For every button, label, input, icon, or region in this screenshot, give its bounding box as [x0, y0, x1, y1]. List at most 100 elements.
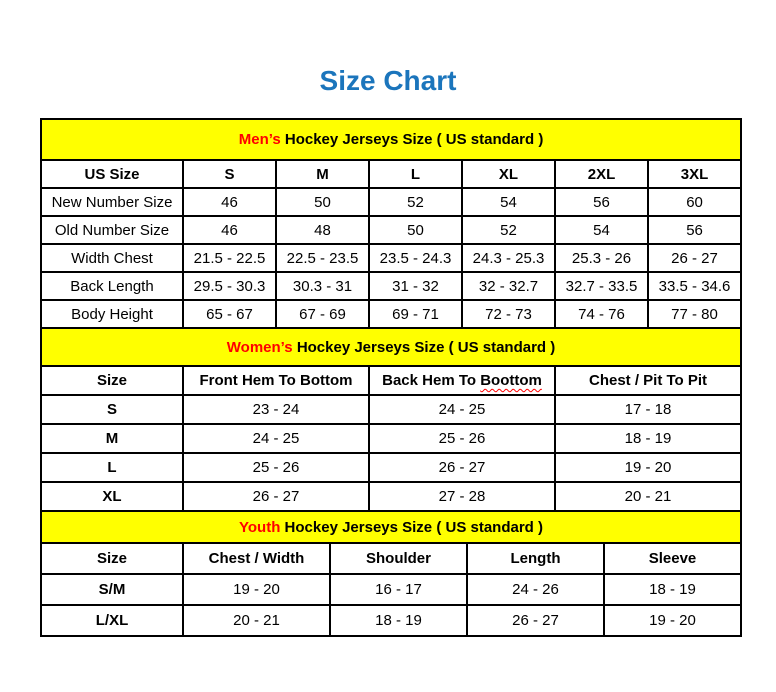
youth-section-banner: Youth Hockey Jerseys Size ( US standard … [40, 510, 742, 544]
column-header-shoulder: Shoulder [329, 542, 468, 575]
column-header-l: L [368, 159, 463, 189]
column-header-length: Length [466, 542, 605, 575]
mens-section-banner: Men’s Hockey Jerseys Size ( US standard … [39, 118, 743, 161]
column-header-sleeve: Sleeve [603, 542, 742, 575]
column-header-2xl: 2XL [554, 159, 649, 189]
table-row-womens-m: M 24 - 25 25 - 26 18 - 19 [40, 423, 743, 454]
cell: 23.5 - 24.3 [368, 243, 463, 273]
cell: 24 - 25 [368, 394, 556, 425]
youth-section-highlight: Youth [239, 518, 281, 536]
cell: 72 - 73 [461, 299, 556, 329]
womens-section-title-rest: Hockey Jerseys Size ( US standard ) [296, 338, 556, 356]
mens-section-highlight: Men’s [238, 131, 281, 148]
cell: 46 [182, 215, 277, 245]
row-label: Old Number Size [40, 215, 184, 245]
table-row-youth-lxl: L/XL 20 - 21 18 - 19 26 - 27 19 - 20 [40, 604, 742, 637]
row-label: S/M [40, 573, 184, 606]
cell: 54 [554, 215, 649, 245]
table-row-old-number-size: Old Number Size 46 48 50 52 54 56 [40, 215, 743, 245]
row-label: Body Height [40, 299, 184, 329]
cell: 31 - 32 [368, 271, 463, 301]
cell: 26 - 27 [466, 604, 605, 637]
cell: 25.3 - 26 [554, 243, 649, 273]
row-label: L [40, 452, 184, 483]
cell: 18 - 19 [553, 423, 743, 454]
cell: 25 - 26 [182, 452, 370, 483]
back-hem-prefix: Back Hem To [382, 372, 477, 389]
cell: 19 - 20 [182, 573, 331, 606]
youth-size-table: Youth Hockey Jerseys Size ( US standard … [40, 510, 742, 637]
cell: 29.5 - 30.3 [182, 271, 277, 301]
row-label: S [40, 394, 184, 425]
table-row-womens-s: S 23 - 24 24 - 25 17 - 18 [40, 394, 743, 425]
cell: 17 - 18 [553, 394, 743, 425]
row-label: Back Length [40, 271, 184, 301]
table-row-youth-sm: S/M 19 - 20 16 - 17 24 - 26 18 - 19 [40, 573, 742, 606]
cell: 24.3 - 25.3 [461, 243, 556, 273]
column-header-chest-width: Chest / Width [182, 542, 331, 575]
row-label: L/XL [40, 604, 184, 637]
cell: 60 [646, 187, 743, 217]
cell: 46 [182, 187, 277, 217]
cell: 74 - 76 [554, 299, 649, 329]
column-header-back-hem: Back Hem To Boottom [368, 365, 556, 396]
table-row-body-height: Body Height 65 - 67 67 - 69 69 - 71 72 -… [40, 299, 743, 329]
cell: 24 - 26 [466, 573, 605, 606]
cell: 48 [275, 215, 370, 245]
mens-section-title-rest: Hockey Jerseys Size ( US standard ) [284, 131, 544, 148]
table-row-new-number-size: New Number Size 46 50 52 54 56 60 [40, 187, 743, 217]
womens-section-banner: Women’s Hockey Jerseys Size ( US standar… [39, 327, 743, 367]
cell: 19 - 20 [603, 604, 742, 637]
cell: 32.7 - 33.5 [554, 271, 649, 301]
table-row-womens-xl: XL 26 - 27 27 - 28 20 - 21 [40, 481, 743, 512]
column-header-3xl: 3XL [646, 159, 743, 189]
column-header-size: Size [40, 542, 184, 575]
womens-header-row: Size Front Hem To Bottom Back Hem To Boo… [40, 365, 743, 396]
column-header-front-hem: Front Hem To Bottom [182, 365, 370, 396]
mens-size-table: Men’s Hockey Jerseys Size ( US standard … [39, 118, 743, 329]
cell: 26 - 27 [646, 243, 743, 273]
mens-header-row: US Size S M L XL 2XL 3XL [40, 159, 743, 189]
page-title: Size Chart [319, 65, 457, 96]
column-header-s: S [182, 159, 277, 189]
cell: 54 [461, 187, 556, 217]
cell: 22.5 - 23.5 [275, 243, 370, 273]
cell: 69 - 71 [368, 299, 463, 329]
cell: 21.5 - 22.5 [182, 243, 277, 273]
table-row-womens-l: L 25 - 26 26 - 27 19 - 20 [40, 452, 743, 483]
column-header-m: M [275, 159, 370, 189]
cell: 19 - 20 [553, 452, 743, 483]
cell: 52 [368, 187, 463, 217]
cell: 26 - 27 [182, 481, 370, 512]
row-label: XL [40, 481, 184, 512]
row-label: New Number Size [40, 187, 184, 217]
cell: 27 - 28 [368, 481, 556, 512]
youth-header-row: Size Chest / Width Shoulder Length Sleev… [40, 542, 742, 575]
back-hem-misspelled-word: Boottom [480, 372, 542, 389]
cell: 25 - 26 [368, 423, 556, 454]
cell: 18 - 19 [603, 573, 742, 606]
cell: 23 - 24 [182, 394, 370, 425]
cell: 33.5 - 34.6 [646, 271, 743, 301]
womens-section-highlight: Women’s [226, 338, 293, 356]
table-row-back-length: Back Length 29.5 - 30.3 30.3 - 31 31 - 3… [40, 271, 743, 301]
cell: 77 - 80 [646, 299, 743, 329]
cell: 56 [646, 215, 743, 245]
cell: 30.3 - 31 [275, 271, 370, 301]
row-label: M [40, 423, 184, 454]
cell: 18 - 19 [329, 604, 468, 637]
cell: 56 [554, 187, 649, 217]
cell: 67 - 69 [275, 299, 370, 329]
cell: 50 [275, 187, 370, 217]
cell: 50 [368, 215, 463, 245]
cell: 52 [461, 215, 556, 245]
column-header-chest-pit: Chest / Pit To Pit [553, 365, 743, 396]
cell: 20 - 21 [553, 481, 743, 512]
size-tables-container: Men’s Hockey Jerseys Size ( US standard … [39, 118, 743, 637]
cell: 65 - 67 [182, 299, 277, 329]
table-row-width-chest: Width Chest 21.5 - 22.5 22.5 - 23.5 23.5… [40, 243, 743, 273]
cell: 32 - 32.7 [461, 271, 556, 301]
cell: 20 - 21 [182, 604, 331, 637]
youth-banner-row: Youth Hockey Jerseys Size ( US standard … [40, 510, 742, 544]
